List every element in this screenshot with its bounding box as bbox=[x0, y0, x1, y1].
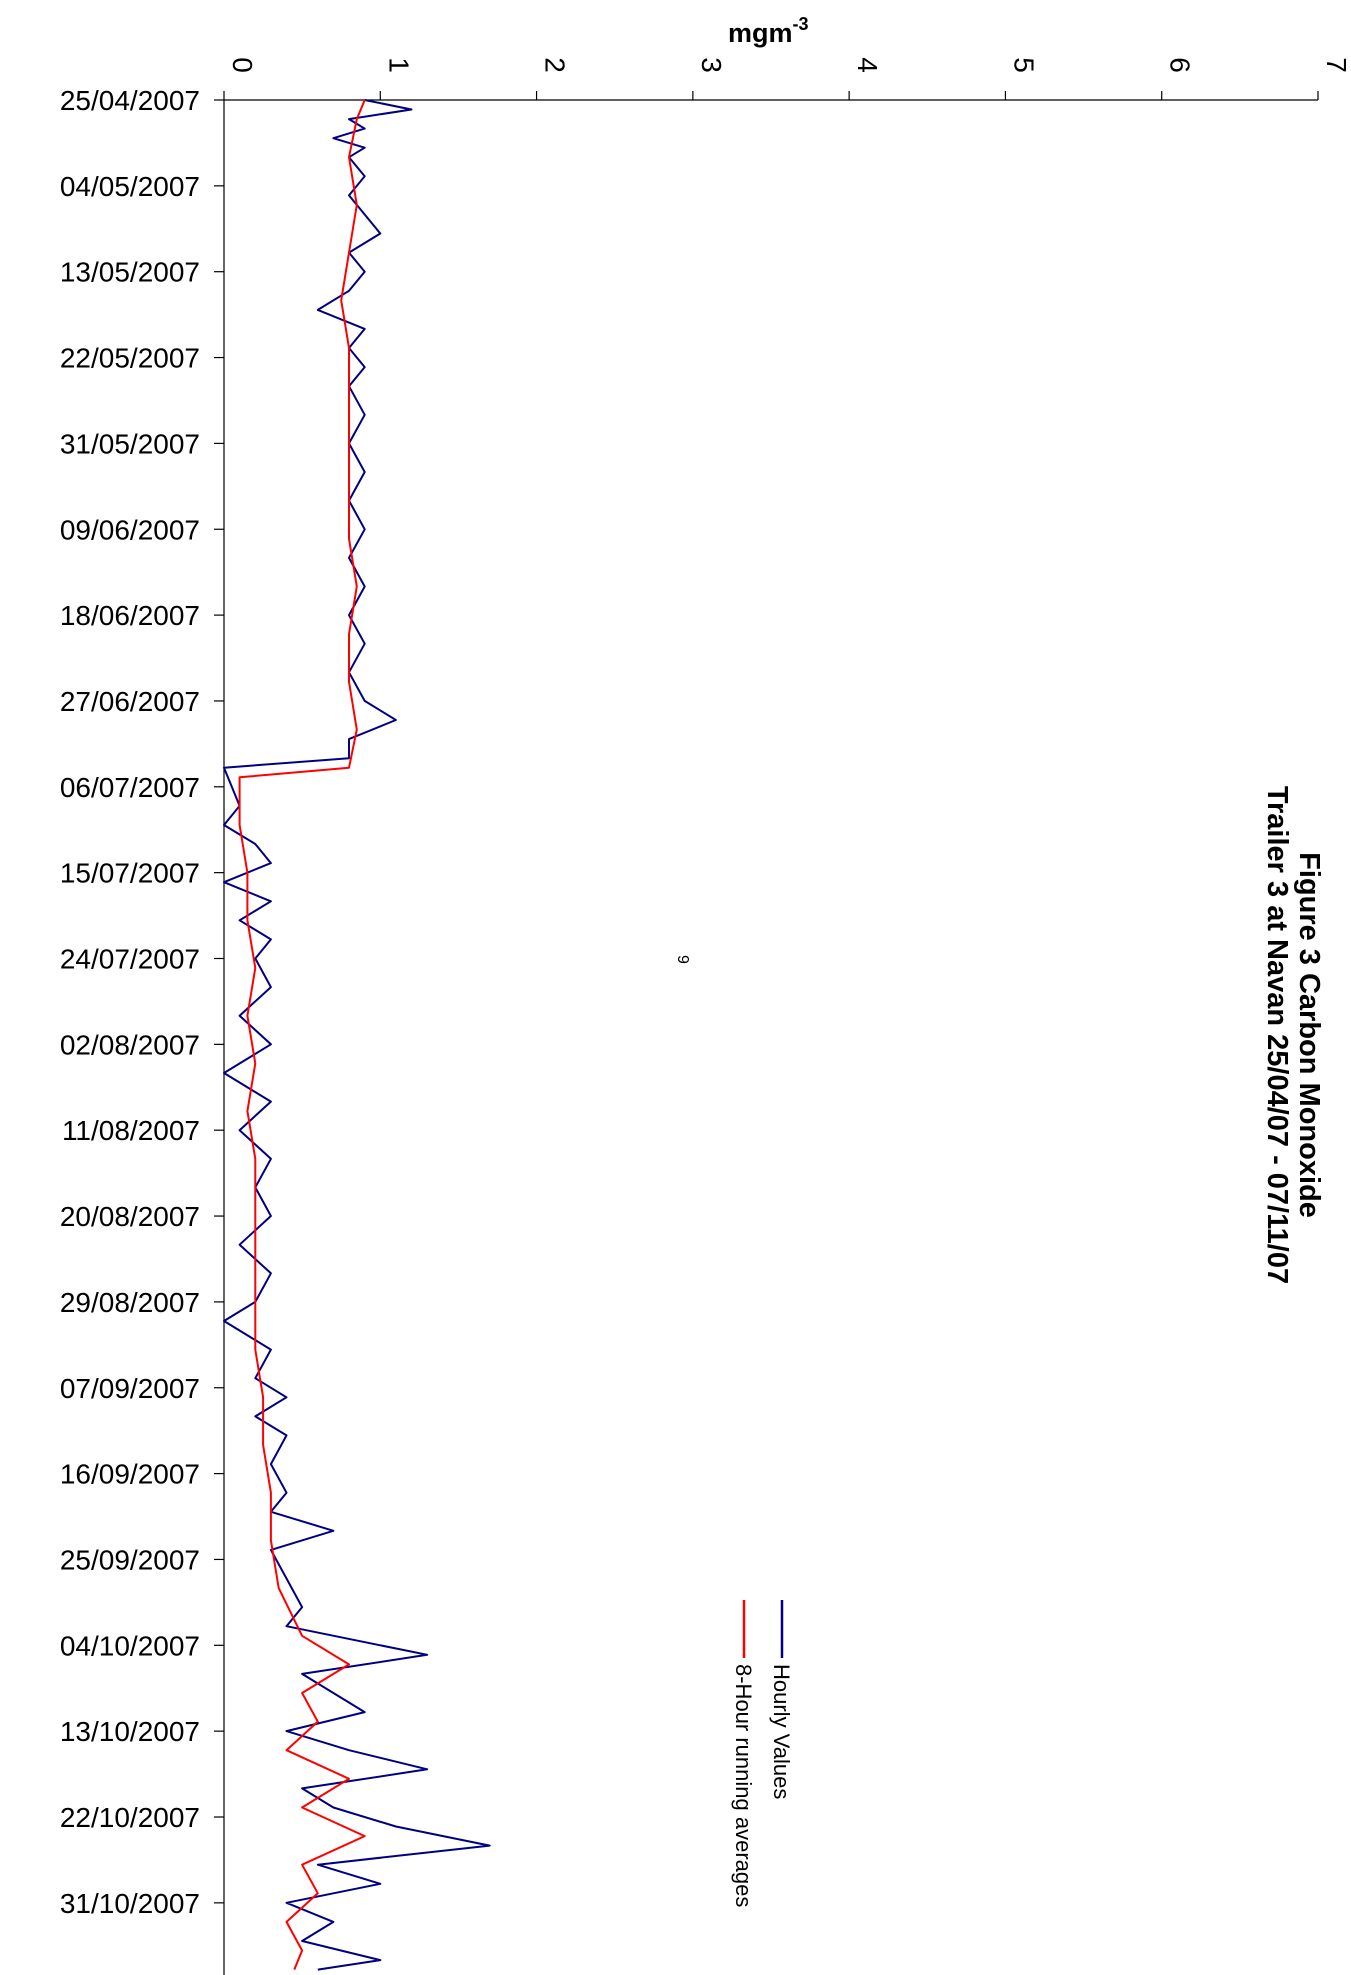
date-tick-label: 24/07/2007 bbox=[60, 944, 200, 975]
value-tick-label: 3 bbox=[696, 57, 727, 73]
date-tick-label: 22/10/2007 bbox=[60, 1802, 200, 1833]
series-layer bbox=[223, 99, 491, 1971]
value-tick-label: 5 bbox=[1008, 57, 1039, 73]
chart-title-block: Figure 3 Carbon Monoxide Trailer 3 at Na… bbox=[1261, 786, 1325, 1284]
date-tick-label: 20/08/2007 bbox=[60, 1201, 200, 1232]
series-line-hourly bbox=[223, 99, 491, 1971]
date-tick-label: 27/06/2007 bbox=[60, 686, 200, 717]
date-tick-label: 25/04/2007 bbox=[60, 85, 200, 116]
date-tick-label: 25/09/2007 bbox=[60, 1544, 200, 1575]
date-tick-label: 11/08/2007 bbox=[62, 1115, 200, 1146]
date-tick-label: 29/08/2007 bbox=[60, 1287, 200, 1318]
page-number: 9 bbox=[674, 955, 691, 964]
date-tick-label: 13/05/2007 bbox=[60, 257, 200, 288]
date-tick-label: 02/08/2007 bbox=[60, 1029, 200, 1060]
date-tick-label: 22/05/2007 bbox=[60, 343, 200, 374]
value-tick-label: 6 bbox=[1165, 57, 1196, 73]
y-axis-label-base: mgm bbox=[728, 18, 793, 48]
date-tick-label: 04/10/2007 bbox=[60, 1630, 200, 1661]
date-tick-label: 04/05/2007 bbox=[60, 171, 200, 202]
value-tick-label: 4 bbox=[852, 57, 883, 73]
series-line-8hour bbox=[238, 99, 366, 1970]
axes: 0 1 2 3 4 5 6 7 25/04/2007 04/05/2007 13/05/2007 22… bbox=[60, 57, 1351, 1975]
value-tick-label: 7 bbox=[1321, 57, 1351, 73]
legend: Hourly Values 8-Hour running averages bbox=[731, 1600, 794, 1907]
y-axis-unit-label: mgm-3 bbox=[728, 14, 809, 48]
date-tick-label: 13/10/2007 bbox=[60, 1716, 200, 1747]
date-tick-label: 31/10/2007 bbox=[60, 1888, 200, 1919]
value-tick-label: 0 bbox=[227, 57, 258, 73]
date-tick-label: 06/07/2007 bbox=[60, 772, 200, 803]
plot-area: 0 1 2 3 4 5 6 7 25/04/2007 04/05/2007 13/05/2007 22… bbox=[60, 57, 1351, 1975]
chart-subtitle: Trailer 3 at Navan 25/04/07 - 07/11/07 bbox=[1261, 786, 1293, 1284]
date-tick-label: 18/06/2007 bbox=[60, 600, 200, 631]
date-tick-label: 15/07/2007 bbox=[60, 858, 200, 889]
chart-title: Figure 3 Carbon Monoxide bbox=[1293, 852, 1325, 1218]
legend-entry-hourly: Hourly Values bbox=[769, 1664, 794, 1799]
date-tick-label: 16/09/2007 bbox=[60, 1459, 200, 1490]
date-tick-label: 09/06/2007 bbox=[60, 514, 200, 545]
value-tick-label: 2 bbox=[540, 57, 571, 73]
y-axis-label: mgm-3 bbox=[728, 14, 809, 48]
legend-entry-8hour: 8-Hour running averages bbox=[731, 1664, 756, 1907]
date-tick-label: 07/09/2007 bbox=[60, 1373, 200, 1404]
date-tick-label: 31/05/2007 bbox=[60, 428, 200, 459]
value-tick-label: 1 bbox=[383, 57, 414, 73]
y-axis-label-superscript: -3 bbox=[793, 14, 809, 34]
